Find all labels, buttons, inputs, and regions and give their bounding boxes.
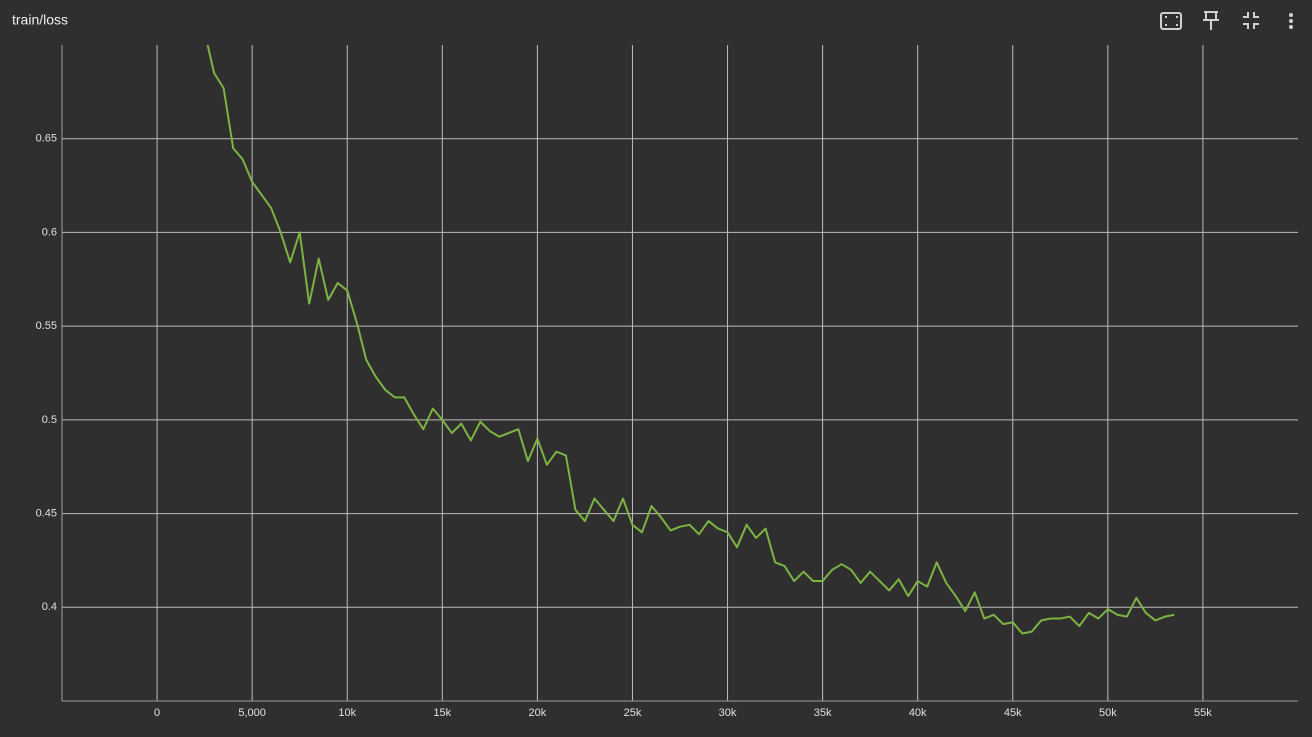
x-tick-label: 15k <box>433 707 451 719</box>
grid <box>62 45 1298 701</box>
menu-button[interactable] <box>1289 13 1293 29</box>
x-tick-label: 45k <box>1004 707 1022 719</box>
x-tick-label: 25k <box>624 707 642 719</box>
x-tick-label: 10k <box>338 707 356 719</box>
x-tick-label: 55k <box>1194 707 1212 719</box>
y-tick-label: 0.45 <box>36 507 57 519</box>
x-tick-label: 50k <box>1099 707 1117 719</box>
y-tick-label: 0.6 <box>42 226 57 238</box>
collapse-button[interactable] <box>1243 12 1259 29</box>
y-tick-label: 0.5 <box>42 414 57 426</box>
x-tick-label: 40k <box>909 707 927 719</box>
x-tick-label: 0 <box>154 707 160 719</box>
plot-area <box>206 45 1175 635</box>
y-tick-label: 0.65 <box>36 133 57 145</box>
x-tick-label: 35k <box>814 707 832 719</box>
chart-title: train/loss <box>12 12 68 28</box>
data-line <box>206 45 1175 635</box>
x-tick-label: 5,000 <box>238 707 266 719</box>
pin-button[interactable] <box>1203 11 1219 30</box>
y-tick-label: 0.55 <box>36 320 57 332</box>
y-tick-label: 0.4 <box>42 601 57 613</box>
fit-domain-button[interactable] <box>1160 12 1182 30</box>
x-tick-label: 30k <box>719 707 737 719</box>
x-tick-label: 20k <box>529 707 547 719</box>
